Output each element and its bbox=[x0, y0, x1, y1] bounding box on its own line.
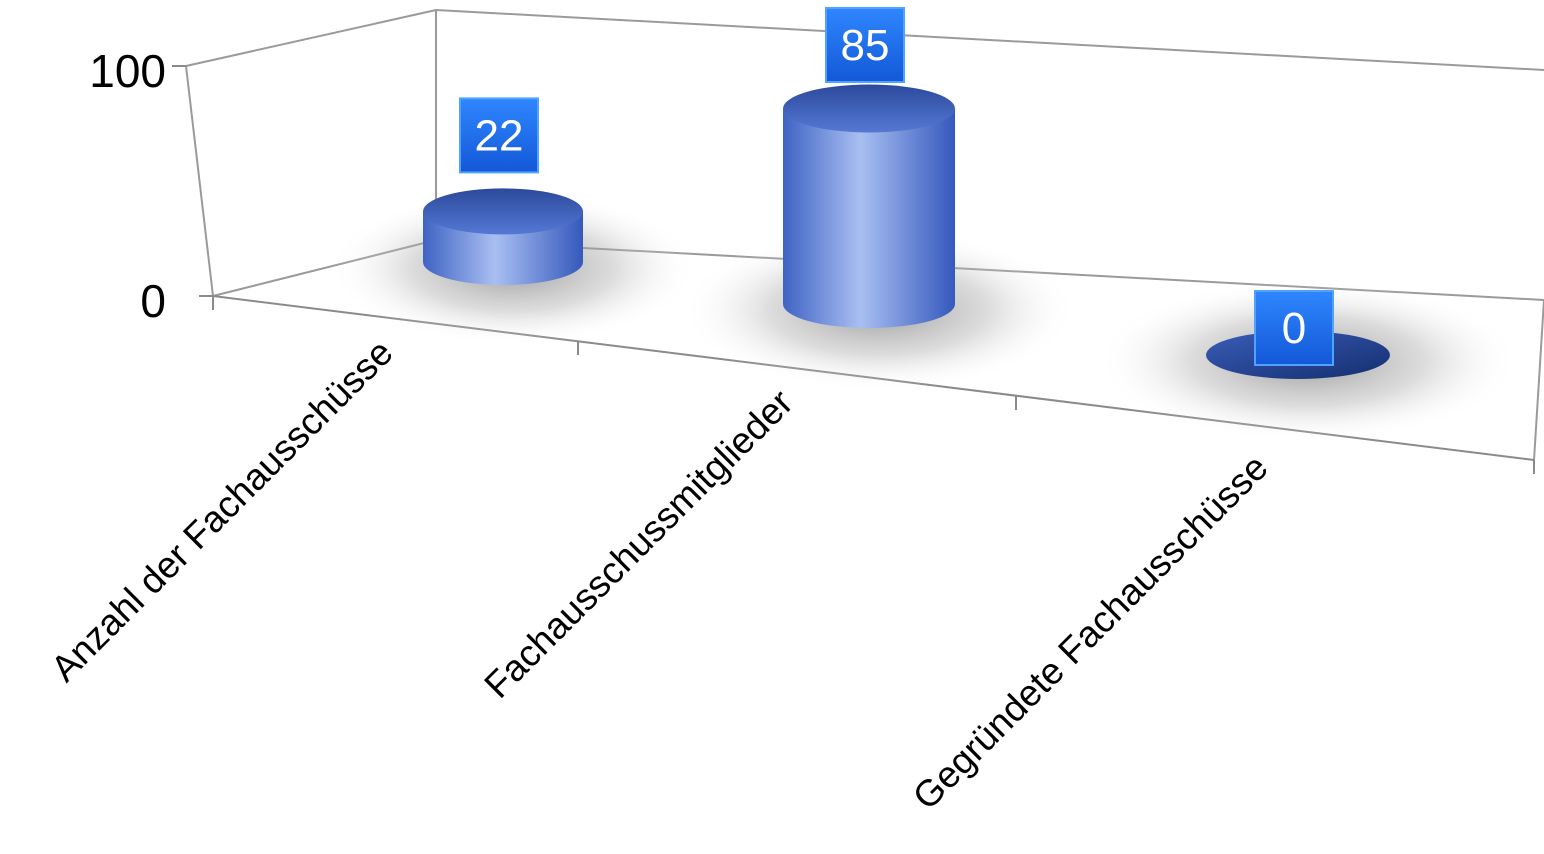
category-label-2: Gegründete Fachausschüsse bbox=[905, 447, 1276, 818]
y-tick-label-100: 100 bbox=[89, 45, 166, 97]
bar-1 bbox=[783, 108, 955, 328]
data-label-2: 0 bbox=[1282, 304, 1306, 353]
data-label-box-2 bbox=[1254, 290, 1334, 366]
floor-right-edge bbox=[1533, 299, 1544, 461]
bars-group: 22 85 0 bbox=[329, 7, 1520, 443]
data-label-box-0 bbox=[459, 97, 539, 174]
left-wall-edge bbox=[185, 65, 214, 297]
category-label-0: Anzahl der Fachausschüsse bbox=[43, 332, 401, 690]
data-label-0: 22 bbox=[475, 111, 524, 160]
bar-top-0 bbox=[423, 188, 583, 235]
y-tick-label-0: 0 bbox=[140, 275, 166, 327]
x-axis-ticks bbox=[212, 296, 1535, 474]
category-label-1: Fachausschussmitglieder bbox=[476, 382, 800, 706]
bar-top-1 bbox=[783, 84, 955, 133]
data-label-1: 85 bbox=[841, 21, 890, 70]
data-label-box-1 bbox=[825, 7, 905, 83]
y-axis-ticks bbox=[172, 65, 213, 297]
